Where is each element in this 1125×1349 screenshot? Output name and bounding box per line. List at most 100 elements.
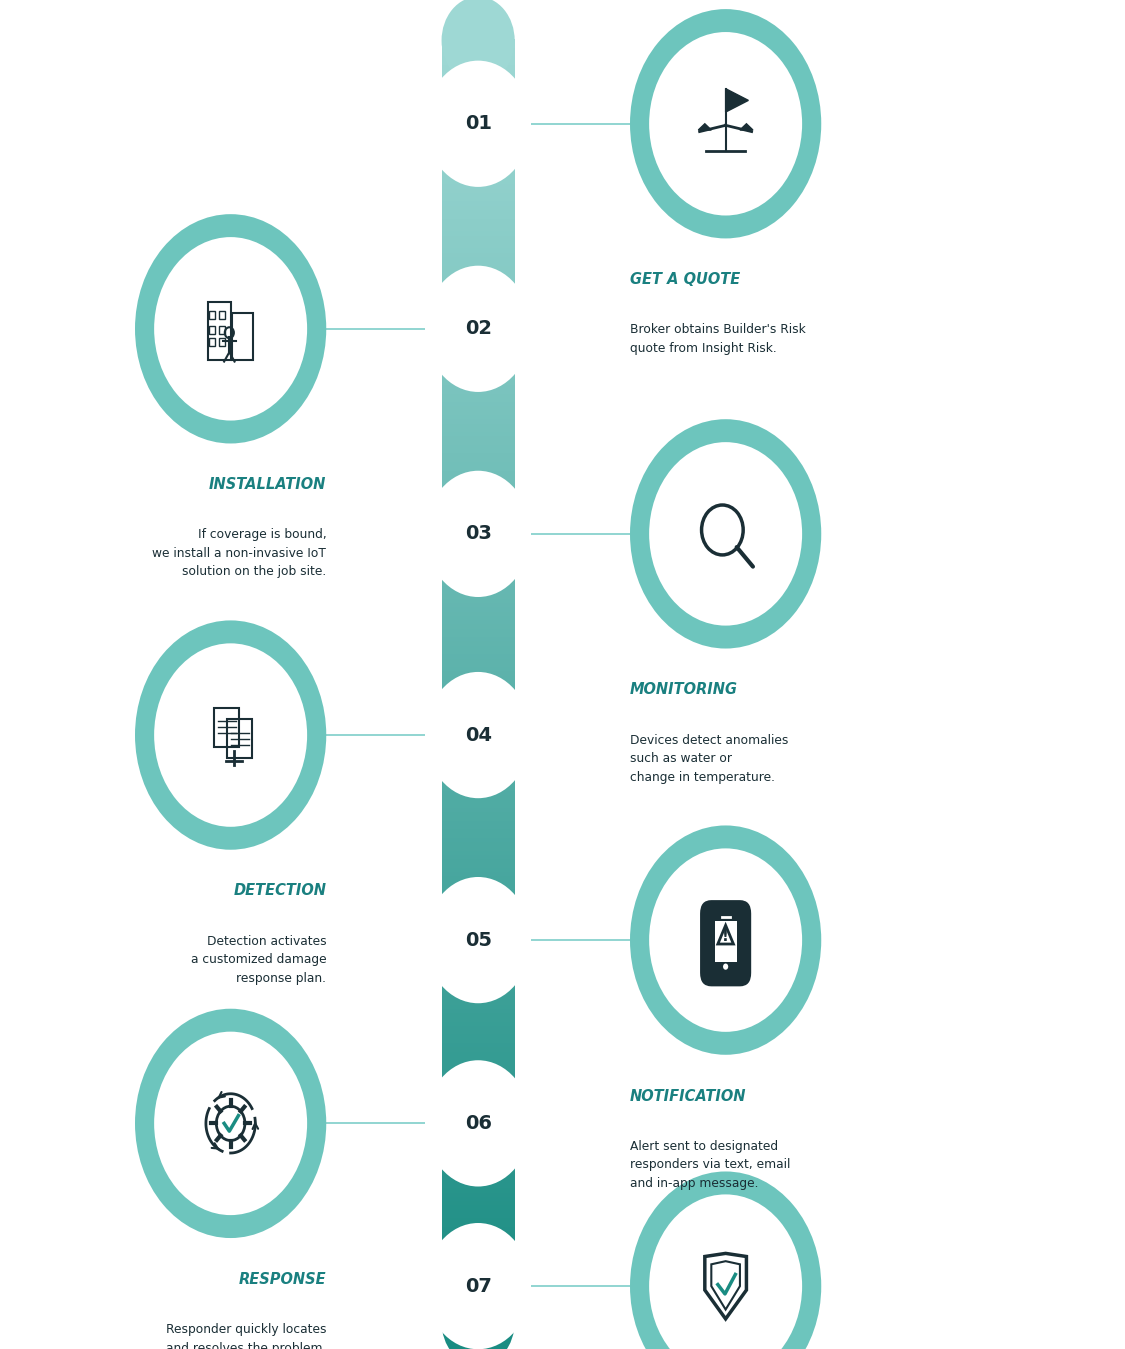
- Bar: [441, 368, 515, 374]
- Ellipse shape: [425, 471, 531, 598]
- Bar: [441, 1090, 515, 1095]
- Bar: [441, 855, 515, 861]
- Bar: [441, 189, 515, 194]
- Bar: [441, 329, 515, 336]
- Bar: [441, 1056, 515, 1062]
- Bar: [441, 637, 515, 643]
- Bar: [441, 769, 515, 776]
- Bar: [441, 65, 515, 70]
- Bar: [441, 911, 515, 916]
- Bar: [441, 616, 515, 622]
- Bar: [441, 57, 515, 62]
- Bar: [441, 816, 515, 823]
- Bar: [441, 544, 515, 549]
- Bar: [441, 1155, 515, 1160]
- Text: GET A QUOTE: GET A QUOTE: [630, 272, 740, 287]
- Bar: [441, 629, 515, 634]
- Bar: [441, 1193, 515, 1198]
- Bar: [441, 1064, 515, 1070]
- Bar: [441, 53, 515, 58]
- FancyBboxPatch shape: [700, 900, 752, 986]
- Bar: [441, 167, 515, 173]
- Bar: [441, 518, 515, 523]
- Circle shape: [441, 1279, 515, 1349]
- Bar: [441, 402, 515, 407]
- Bar: [441, 364, 515, 370]
- Bar: [441, 830, 515, 835]
- Bar: [441, 138, 515, 143]
- Bar: [441, 223, 515, 228]
- Bar: [441, 851, 515, 857]
- Bar: [441, 420, 515, 425]
- Bar: [441, 343, 515, 348]
- Bar: [441, 142, 515, 147]
- Text: 07: 07: [465, 1276, 492, 1295]
- Text: NOTIFICATION: NOTIFICATION: [630, 1089, 747, 1103]
- Bar: [441, 394, 515, 399]
- Bar: [441, 1098, 515, 1103]
- Ellipse shape: [425, 1224, 531, 1349]
- Bar: [441, 774, 515, 780]
- Bar: [441, 108, 515, 113]
- Bar: [219, 326, 225, 335]
- Bar: [441, 248, 515, 254]
- Bar: [441, 457, 515, 464]
- Polygon shape: [726, 89, 748, 112]
- Bar: [215, 708, 240, 747]
- Bar: [441, 73, 515, 80]
- Bar: [441, 907, 515, 912]
- Bar: [441, 983, 515, 989]
- Bar: [441, 863, 515, 869]
- Bar: [441, 611, 515, 618]
- Bar: [441, 163, 515, 169]
- Bar: [441, 1261, 515, 1267]
- Bar: [441, 1313, 515, 1318]
- Bar: [441, 441, 515, 447]
- Bar: [441, 621, 515, 626]
- Bar: [441, 1112, 515, 1117]
- Bar: [441, 1257, 515, 1263]
- Bar: [441, 1167, 515, 1172]
- Bar: [441, 1108, 515, 1113]
- Bar: [441, 714, 515, 720]
- Bar: [441, 98, 515, 105]
- Bar: [441, 889, 515, 894]
- Bar: [441, 1230, 515, 1237]
- Bar: [441, 842, 515, 849]
- Bar: [441, 1295, 515, 1300]
- Bar: [441, 355, 515, 362]
- Bar: [441, 1077, 515, 1083]
- Bar: [441, 1027, 515, 1032]
- Bar: [441, 538, 515, 545]
- Bar: [441, 710, 515, 715]
- Bar: [441, 505, 515, 510]
- Bar: [441, 974, 515, 981]
- Bar: [441, 1265, 515, 1271]
- Bar: [441, 992, 515, 997]
- Bar: [441, 1005, 515, 1010]
- Bar: [441, 1226, 515, 1233]
- Bar: [441, 650, 515, 656]
- Bar: [441, 676, 515, 681]
- Bar: [441, 1094, 515, 1099]
- Bar: [441, 1171, 515, 1176]
- Text: MONITORING: MONITORING: [630, 683, 738, 697]
- Bar: [441, 940, 515, 946]
- Bar: [441, 693, 515, 699]
- Bar: [441, 522, 515, 527]
- Bar: [441, 820, 515, 827]
- Circle shape: [630, 420, 821, 649]
- Bar: [441, 625, 515, 630]
- Bar: [441, 291, 515, 297]
- Bar: [441, 321, 515, 326]
- Text: RESPONSE: RESPONSE: [238, 1272, 326, 1287]
- Bar: [441, 390, 515, 395]
- Bar: [441, 979, 515, 985]
- Bar: [219, 310, 225, 318]
- Bar: [441, 317, 515, 322]
- Bar: [441, 1060, 515, 1066]
- Bar: [441, 928, 515, 934]
- Circle shape: [135, 214, 326, 444]
- Bar: [441, 718, 515, 724]
- Bar: [441, 1244, 515, 1249]
